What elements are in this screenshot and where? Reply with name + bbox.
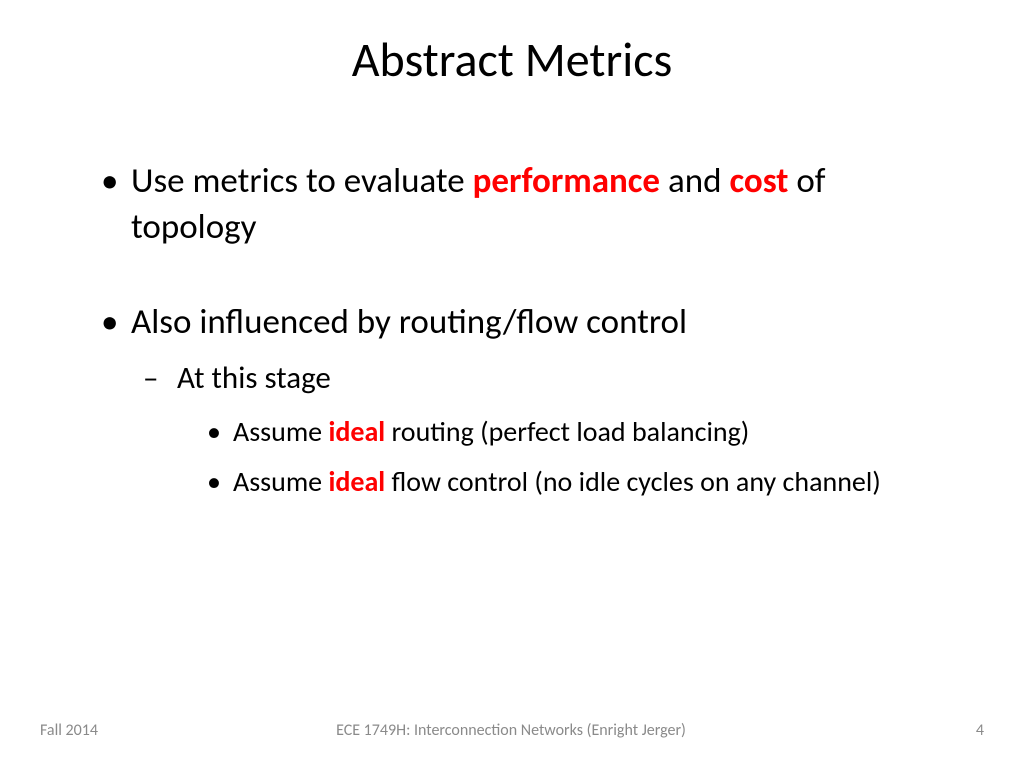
emphasis-text: performance: [473, 160, 660, 202]
text-segment: Use metrics to evaluate: [131, 160, 473, 202]
bullet-marker: •: [203, 413, 233, 451]
bullet-level3: • Assume ideal routing (perfect load bal…: [95, 413, 929, 451]
emphasis-text: ideal: [328, 414, 385, 449]
bullet-level2: – At this stage: [95, 358, 929, 400]
bullet-level1: • Use metrics to evaluate performance an…: [95, 159, 929, 250]
bullet-marker: –: [143, 358, 177, 400]
footer-course: ECE 1749H: Interconnection Networks (Enr…: [98, 721, 924, 740]
bullet-text: Assume ideal flow control (no idle cycle…: [233, 463, 881, 501]
bullet-marker: •: [95, 159, 131, 250]
text-segment: routing (perfect load balancing): [385, 414, 749, 449]
footer-date: Fall 2014: [40, 721, 98, 740]
bullet-text: Also influenced by routing/flow control: [131, 300, 687, 346]
text-segment: and: [660, 160, 729, 202]
text-segment: flow control (no idle cycles on any chan…: [385, 464, 881, 499]
bullet-marker: •: [203, 463, 233, 501]
bullet-text: Use metrics to evaluate performance and …: [131, 159, 929, 250]
bullet-text: Assume ideal routing (perfect load balan…: [233, 413, 749, 451]
text-segment: Assume: [233, 414, 328, 449]
slide-footer: Fall 2014 ECE 1749H: Interconnection Net…: [0, 721, 1024, 740]
slide-container: Abstract Metrics • Use metrics to evalua…: [0, 0, 1024, 768]
bullet-level3: • Assume ideal flow control (no idle cyc…: [95, 463, 929, 501]
text-segment: Assume: [233, 464, 328, 499]
bullet-marker: •: [95, 300, 131, 346]
footer-page-number: 4: [924, 721, 984, 740]
slide-content: • Use metrics to evaluate performance an…: [0, 159, 1024, 501]
bullet-text: At this stage: [177, 358, 331, 400]
emphasis-text: cost: [729, 160, 788, 202]
bullet-level1: • Also influenced by routing/flow contro…: [95, 300, 929, 346]
slide-title: Abstract Metrics: [0, 30, 1024, 89]
emphasis-text: ideal: [328, 464, 385, 499]
